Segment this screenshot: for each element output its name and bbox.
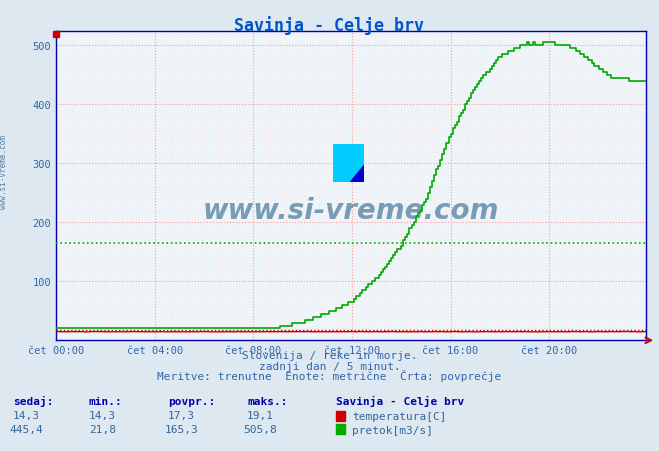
Text: 165,3: 165,3 bbox=[164, 424, 198, 434]
Text: Slovenija / reke in morje.: Slovenija / reke in morje. bbox=[242, 350, 417, 360]
Text: 17,3: 17,3 bbox=[168, 410, 194, 420]
Text: 14,3: 14,3 bbox=[89, 410, 115, 420]
Polygon shape bbox=[333, 144, 349, 163]
Text: 19,1: 19,1 bbox=[247, 410, 273, 420]
Text: temperatura[C]: temperatura[C] bbox=[352, 411, 446, 421]
Text: 445,4: 445,4 bbox=[9, 424, 43, 434]
Text: zadnji dan / 5 minut.: zadnji dan / 5 minut. bbox=[258, 361, 401, 371]
Text: sedaj:: sedaj: bbox=[13, 395, 53, 405]
Polygon shape bbox=[333, 144, 364, 183]
Text: www.si-vreme.com: www.si-vreme.com bbox=[0, 134, 9, 208]
Text: Savinja - Celje brv: Savinja - Celje brv bbox=[336, 395, 465, 405]
Polygon shape bbox=[333, 144, 364, 183]
Text: 505,8: 505,8 bbox=[243, 424, 277, 434]
Text: 21,8: 21,8 bbox=[89, 424, 115, 434]
Text: Savinja - Celje brv: Savinja - Celje brv bbox=[235, 16, 424, 35]
Text: maks.:: maks.: bbox=[247, 396, 287, 405]
Text: Meritve: trenutne  Enote: metrične  Črta: povprečje: Meritve: trenutne Enote: metrične Črta: … bbox=[158, 369, 501, 381]
Text: povpr.:: povpr.: bbox=[168, 396, 215, 405]
Polygon shape bbox=[333, 144, 364, 183]
Polygon shape bbox=[333, 144, 364, 183]
Text: min.:: min.: bbox=[89, 396, 123, 405]
Text: 14,3: 14,3 bbox=[13, 410, 40, 420]
Text: pretok[m3/s]: pretok[m3/s] bbox=[352, 425, 433, 435]
Text: www.si-vreme.com: www.si-vreme.com bbox=[203, 197, 499, 225]
